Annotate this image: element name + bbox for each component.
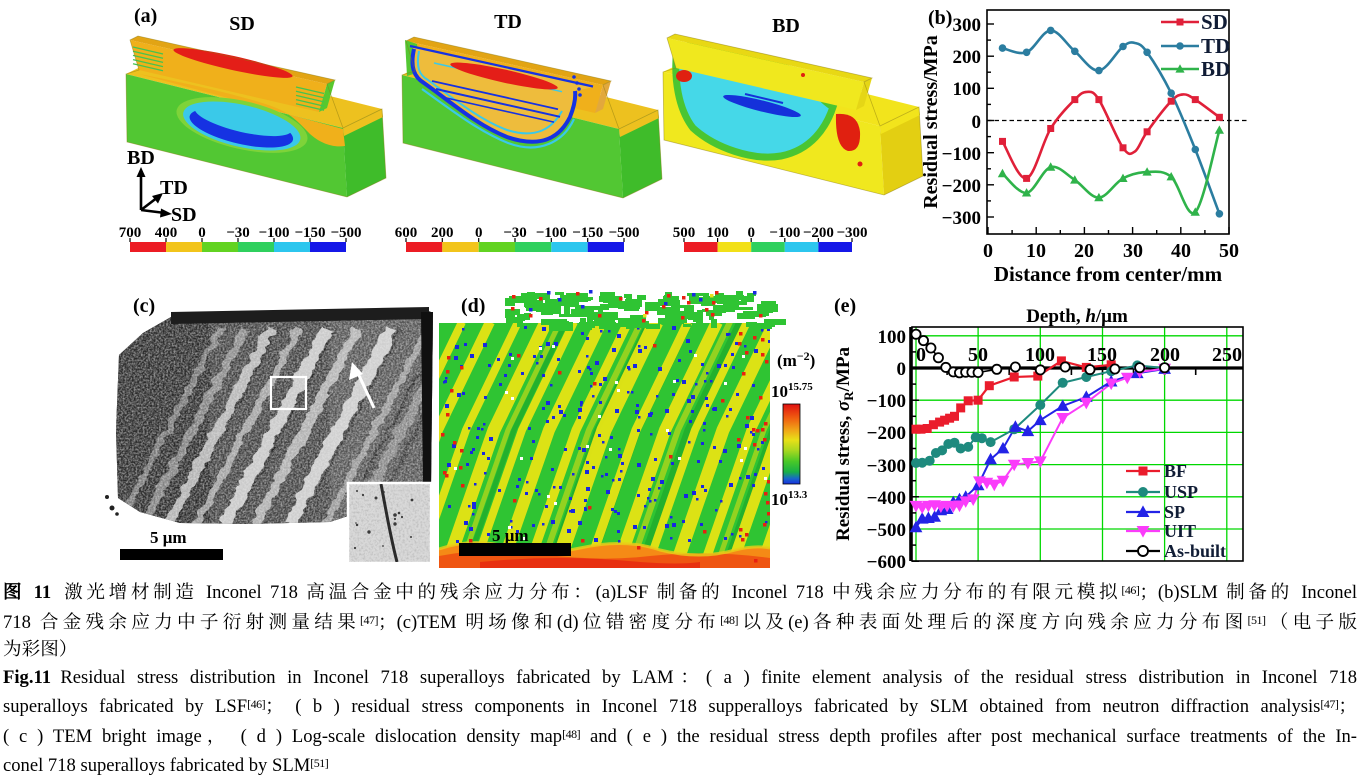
svg-text:40: 40 bbox=[1171, 240, 1191, 262]
svg-text:100: 100 bbox=[953, 79, 982, 100]
svg-text:SD: SD bbox=[171, 204, 197, 226]
svg-text:600: 600 bbox=[395, 225, 418, 241]
svg-text:Distance from center/mm: Distance from center/mm bbox=[994, 262, 1223, 286]
svg-text:TD: TD bbox=[160, 177, 188, 199]
svg-text:300: 300 bbox=[953, 15, 982, 36]
svg-text:1015.75: 1015.75 bbox=[771, 381, 813, 401]
svg-text:50: 50 bbox=[1219, 240, 1239, 262]
svg-text:(c): (c) bbox=[133, 295, 155, 317]
svg-text:0: 0 bbox=[198, 225, 206, 241]
svg-text:0: 0 bbox=[747, 225, 755, 241]
svg-text:30: 30 bbox=[1123, 240, 1143, 262]
svg-text:0: 0 bbox=[972, 112, 982, 133]
svg-text:−300: −300 bbox=[867, 456, 906, 477]
svg-text:400: 400 bbox=[155, 225, 178, 241]
svg-text:5 μm: 5 μm bbox=[150, 528, 187, 547]
svg-text:BD: BD bbox=[1201, 57, 1230, 81]
svg-text:−600: −600 bbox=[867, 552, 906, 573]
svg-text:−200: −200 bbox=[803, 225, 834, 241]
svg-text:(e): (e) bbox=[834, 295, 856, 317]
svg-text:50: 50 bbox=[968, 344, 988, 366]
svg-text:700: 700 bbox=[119, 225, 142, 241]
svg-text:500: 500 bbox=[673, 225, 696, 241]
svg-text:−300: −300 bbox=[836, 225, 867, 241]
svg-text:0: 0 bbox=[983, 240, 993, 262]
svg-text:−30: −30 bbox=[226, 225, 250, 241]
svg-text:BD: BD bbox=[127, 147, 155, 169]
svg-text:−150: −150 bbox=[294, 225, 325, 241]
svg-text:200: 200 bbox=[431, 225, 454, 241]
svg-text:10: 10 bbox=[1026, 240, 1046, 262]
svg-text:(b): (b) bbox=[928, 7, 952, 29]
svg-text:100: 100 bbox=[1025, 344, 1055, 366]
svg-text:0: 0 bbox=[475, 225, 483, 241]
svg-text:−100: −100 bbox=[769, 225, 800, 241]
svg-text:−100: −100 bbox=[258, 225, 289, 241]
svg-text:Depth, h/μm: Depth, h/μm bbox=[1026, 306, 1128, 327]
svg-text:150: 150 bbox=[1087, 344, 1117, 366]
svg-text:(d): (d) bbox=[461, 295, 485, 317]
svg-text:BD: BD bbox=[772, 15, 800, 37]
svg-text:−500: −500 bbox=[867, 520, 906, 541]
svg-text:UIT: UIT bbox=[1164, 521, 1196, 541]
svg-text:0: 0 bbox=[897, 359, 907, 380]
svg-text:Residual stress, σR/MPa: Residual stress, σR/MPa bbox=[833, 347, 856, 541]
svg-text:−150: −150 bbox=[572, 225, 603, 241]
svg-text:200: 200 bbox=[1150, 344, 1180, 366]
svg-text:−500: −500 bbox=[608, 225, 639, 241]
svg-text:−100: −100 bbox=[942, 144, 981, 165]
svg-text:200: 200 bbox=[953, 47, 982, 68]
svg-text:SP: SP bbox=[1164, 502, 1185, 522]
svg-text:USP: USP bbox=[1164, 482, 1198, 502]
svg-text:As-built: As-built bbox=[1164, 541, 1226, 561]
svg-text:−100: −100 bbox=[536, 225, 567, 241]
svg-text:TD: TD bbox=[1201, 34, 1230, 58]
svg-text:20: 20 bbox=[1074, 240, 1094, 262]
svg-text:SD: SD bbox=[229, 13, 255, 35]
svg-text:100: 100 bbox=[878, 327, 907, 348]
svg-text:5 μm: 5 μm bbox=[492, 526, 529, 545]
svg-text:−200: −200 bbox=[867, 423, 906, 444]
svg-text:TD: TD bbox=[494, 11, 522, 33]
svg-text:SD: SD bbox=[1201, 10, 1228, 34]
svg-text:1013.3: 1013.3 bbox=[771, 489, 808, 509]
svg-text:Residual stress/MPa: Residual stress/MPa bbox=[920, 35, 942, 209]
svg-text:−500: −500 bbox=[330, 225, 361, 241]
svg-text:−30: −30 bbox=[503, 225, 527, 241]
svg-text:−400: −400 bbox=[867, 488, 906, 509]
svg-text:100: 100 bbox=[706, 225, 729, 241]
svg-text:−200: −200 bbox=[942, 176, 981, 197]
svg-text:(a): (a) bbox=[134, 5, 157, 27]
svg-text:250: 250 bbox=[1212, 344, 1242, 366]
svg-text:−100: −100 bbox=[867, 391, 906, 412]
svg-text:−300: −300 bbox=[942, 208, 981, 229]
svg-text:(m−2): (m−2) bbox=[777, 349, 815, 370]
svg-text:0: 0 bbox=[916, 344, 926, 366]
svg-text:BF: BF bbox=[1164, 461, 1187, 481]
